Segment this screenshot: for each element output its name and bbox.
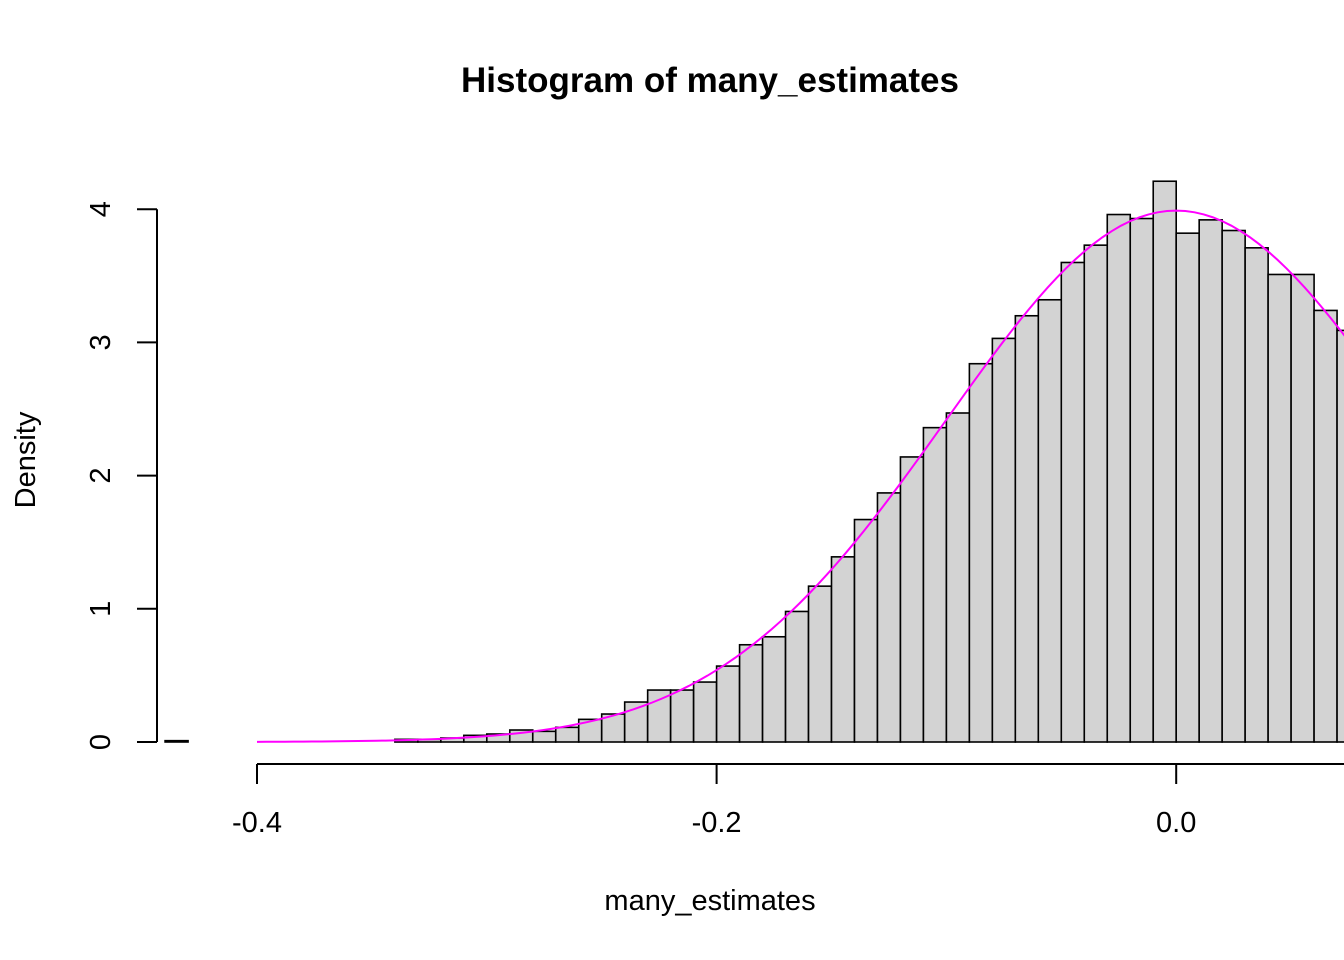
histogram-bar — [554, 726, 580, 743]
histogram-bar — [968, 362, 994, 743]
density-curve — [256, 209, 1344, 743]
y-tick-label: 1 — [85, 601, 117, 617]
histogram-bar — [1083, 244, 1109, 743]
histogram-bar — [807, 585, 833, 743]
histogram-bar — [1129, 217, 1155, 743]
histogram-bar — [945, 412, 971, 743]
chart-title: Histogram of many_estimates — [461, 61, 959, 100]
histogram-bar — [1175, 232, 1200, 743]
histogram-bar — [1152, 180, 1177, 743]
y-axis: 0 1 2 3 4 — [85, 201, 158, 750]
x-tick-label: -0.4 — [232, 807, 282, 839]
x-axis: -0.4-0.20.00.20.4 — [232, 763, 1344, 839]
histogram-bar — [738, 643, 764, 743]
histogram-bar — [1336, 329, 1344, 743]
y-axis-label: Density — [10, 411, 42, 508]
histogram-bars — [164, 180, 1344, 743]
histogram-bar — [1267, 273, 1292, 743]
histogram-bar — [692, 681, 718, 743]
histogram-bar — [1290, 273, 1315, 743]
x-tick-label: -0.2 — [692, 807, 742, 839]
histogram-bar — [1244, 247, 1269, 743]
histogram-bar — [876, 492, 902, 743]
histogram-bar — [922, 426, 948, 743]
histogram-bar — [715, 665, 741, 743]
x-axis-label: many_estimates — [604, 885, 815, 917]
histogram-bar — [669, 689, 695, 743]
histogram-bar — [1037, 298, 1063, 743]
histogram-bar — [646, 689, 672, 743]
histogram-bar — [991, 337, 1017, 743]
histogram-bar — [1198, 219, 1223, 743]
histogram-bar — [1221, 229, 1246, 743]
histogram-bar — [531, 730, 557, 743]
histogram-bar — [899, 456, 925, 743]
y-tick-label: 0 — [85, 734, 117, 750]
histogram-bar — [1106, 213, 1132, 743]
y-tick-label: 3 — [85, 334, 117, 350]
y-tick-label: 4 — [85, 201, 117, 217]
x-tick-label: 0.0 — [1156, 807, 1196, 839]
histogram-bar — [830, 556, 856, 743]
histogram-bar — [1014, 314, 1040, 743]
histogram-bar — [1313, 309, 1338, 743]
histogram-bar — [1060, 261, 1086, 743]
histogram-bar — [164, 739, 189, 743]
histogram-bar — [761, 635, 787, 743]
histogram-bar — [853, 518, 879, 743]
histogram-bar — [784, 610, 810, 743]
y-tick-label: 2 — [85, 468, 117, 484]
